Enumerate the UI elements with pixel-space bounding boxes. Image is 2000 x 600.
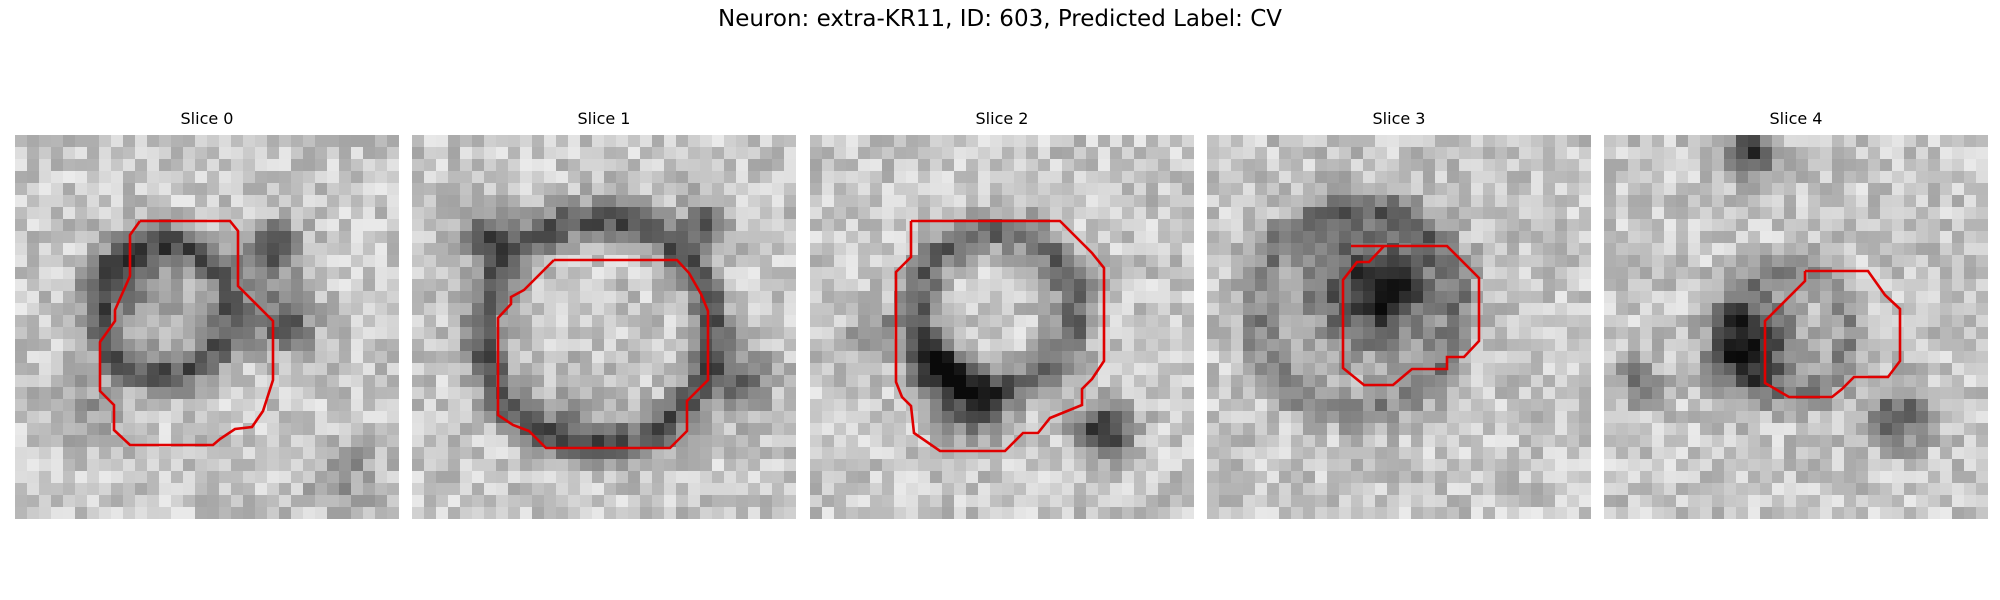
slice-image-3 — [1207, 135, 1591, 519]
slice-title-3: Slice 3 — [1372, 109, 1426, 128]
slice-title-0: Slice 0 — [180, 109, 234, 128]
slice-title-2: Slice 2 — [975, 109, 1029, 128]
slice-title-1: Slice 1 — [577, 109, 631, 128]
slice-panel-3: Slice 3 — [1207, 105, 1591, 525]
slice-image-4 — [1604, 135, 1988, 519]
contour-1 — [496, 258, 710, 450]
contour-4 — [1763, 269, 1902, 399]
contour-0 — [98, 219, 275, 447]
slice-panel-0: Slice 0 — [15, 105, 399, 525]
figure-title: Neuron: extra-KR11, ID: 603, Predicted L… — [717, 6, 1283, 32]
slice-title-4: Slice 4 — [1769, 109, 1823, 128]
slice-image-2 — [810, 135, 1194, 519]
slice-panel-2: Slice 2 — [810, 105, 1194, 525]
contour-2 — [894, 219, 1106, 453]
slice-panel-1: Slice 1 — [412, 105, 796, 525]
slice-panel-4: Slice 4 — [1604, 105, 1988, 525]
contour-3 — [1341, 244, 1481, 387]
slice-image-0 — [15, 135, 399, 519]
slice-image-1 — [412, 135, 796, 519]
